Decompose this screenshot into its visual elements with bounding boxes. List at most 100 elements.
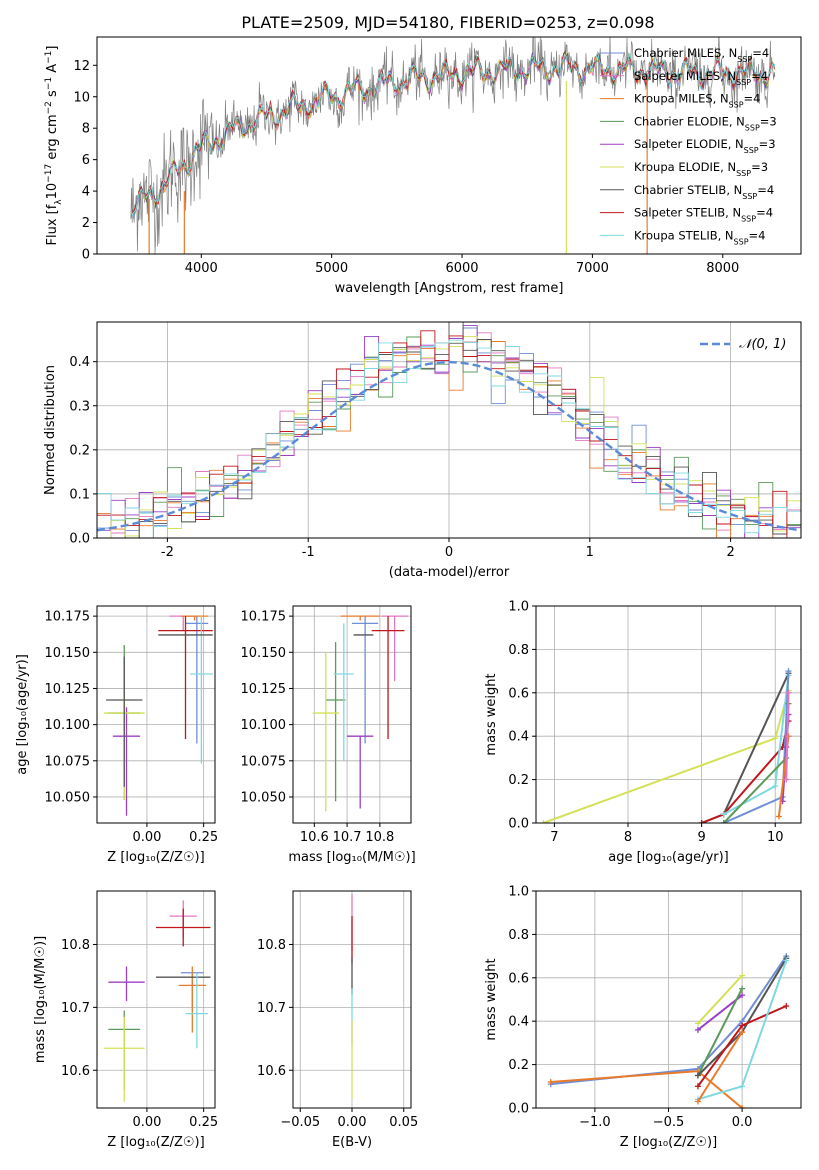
y-tick-label: 0.1 [69,487,90,502]
x-tick-label: 0.25 [189,830,218,845]
y-tick-label: 1.0 [508,600,529,615]
legend-value: =4 [751,69,768,83]
y-tick-label: 10.125 [45,682,91,697]
legend-value: =3 [759,137,776,151]
legend-sub: SSP [736,77,751,86]
y-axis-label: mass weight [484,958,499,1040]
legend-name: Chabrier STELIB, N [634,183,742,197]
y-tick-label: 8 [82,122,90,137]
y-axis-label: Normed distribution [43,365,58,495]
residual-histogram-chart: -2 -1 0 1 2 0.0 0.1 0.2 0.3 0.4 (data-model)/error… [43,321,802,580]
plot-area [293,606,411,823]
label-part: A [45,64,60,77]
y-tick-label: 0.2 [508,773,529,788]
label-part: −2 [44,101,54,114]
y-tick-label: 0.2 [69,443,90,458]
y-tick-label: 0.8 [508,643,529,658]
model-spectrum-line [130,51,776,218]
x-tick-label: 5000 [315,261,348,276]
plot-area [130,37,776,254]
x-axis-label: wavelength [Angstrom, rest frame] [335,281,564,296]
legend-value: =4 [752,46,769,60]
legend-value: =4 [756,206,773,220]
x-tick-label: -1 [302,545,315,560]
x-tick-label: 10.6 [300,830,329,845]
y-axis-label: mass weight [484,673,499,755]
plot-area [536,606,801,823]
y-tick-label: 10.175 [241,610,287,625]
y-tick-label: 10.075 [241,754,287,769]
x-tick-label: −0.5 [653,1115,685,1130]
weight-vs-metallicity-chart: −1.0 −0.5 0.0 0.0 0.2 0.4 0.6 0.8 1.0 Z [log₁₀(Z/… [484,885,802,1150]
spectrum-chart: 4000 5000 6000 7000 8000 0 2 4 6 8 10 12 wavelength … [44,36,802,296]
legend-entry: Chabrier STELIB, NSSP=4 [634,183,774,201]
y-tick-label: 0.8 [508,928,529,943]
legend-name: Kroupa ELODIE, N [634,160,736,174]
y-tick-label: 10.8 [61,938,90,953]
weight-series-line [785,692,790,780]
x-tick-label: −0.05 [280,1115,320,1130]
axes-frame [96,36,802,255]
legend-sub: SSP [744,146,759,155]
mass-vs-ebv-chart: −0.05 0.00 0.05 10.6 10.7 10.8 E(B-V) [257,890,418,1150]
y-tick-label: 0.0 [69,532,90,547]
y-tick-label: 1.0 [508,885,529,900]
axes-frame [96,605,216,824]
legend-name: Chabrier MILES, N [634,46,737,60]
plot-area [97,606,215,823]
normal-curve-line [97,360,801,532]
x-tick-label: 7 [550,830,558,845]
legend-entry: Kroupa MILES, NSSP=4 [634,92,760,110]
legend-entry: Kroupa STELIB, NSSP=4 [634,228,765,246]
legend-sub: SSP [745,123,760,132]
x-tick-label: 10.8 [365,830,394,845]
y-tick-label: 10.100 [45,718,91,733]
legend-name: Kroupa MILES, N [634,92,729,106]
residual-histogram-step [97,330,801,538]
figure-title: PLATE=2509, MJD=54180, FIBERID=0253, z=0… [241,13,654,32]
mass-vs-metallicity-chart: 0.00 0.25 10.6 10.7 10.8 Z [log₁₀(Z/Z☉)] mass … [33,890,218,1150]
legend-sub: SSP [741,214,756,223]
x-tick-label: 2 [726,545,734,560]
y-tick-label: 10.7 [61,1001,90,1016]
x-tick-label: -2 [161,545,174,560]
plot-area [97,891,215,1108]
plot-area [536,891,801,1108]
x-tick-label: 0.25 [189,1115,218,1130]
x-tick-label: 10.7 [333,830,362,845]
x-tick-label: 0 [445,545,453,560]
legend-value: =3 [760,114,777,128]
label-part: 10 [45,183,60,200]
label-part: erg cm [45,114,60,163]
age-vs-mass-chart: 10.6 10.7 10.8 10.050 10.075 10.100 10.125 10.1… [241,605,416,865]
weight-vs-age-chart: 7 8 9 10 0.0 0.2 0.4 0.6 0.8 1.0 age [log₁₀(age/yr… [484,600,802,865]
weight-series-line [543,690,790,823]
y-axis-label: age [log₁₀(age/yr)] [15,654,30,775]
legend-entry: 𝒩(0, 1) [739,337,786,352]
legend-sub: SSP [742,191,757,200]
label-part: λ [54,199,64,205]
y-tick-label: 0.0 [508,817,529,832]
y-tick-label: 10.175 [45,610,91,625]
x-tick-label: 6000 [445,261,478,276]
y-tick-label: 10.150 [45,646,91,661]
weight-series-line [697,988,743,1076]
legend-entry: Chabrier MILES, NSSP=4 [634,46,769,64]
legend-name: Kroupa STELIB, N [634,228,734,242]
y-tick-label: 0.4 [508,730,529,745]
legend-sub: SSP [734,237,749,246]
weight-series-line [697,974,743,1025]
legend-name: Salpeter ELODIE, N [634,137,744,151]
x-tick-label: 0.00 [132,830,161,845]
label-part: −1 [44,51,54,64]
legend-value: =3 [751,160,768,174]
legend-entry: Salpeter STELIB, NSSP=4 [634,206,773,224]
x-axis-label: (data-model)/error [389,565,510,580]
y-tick-label: 10.7 [257,1001,286,1016]
x-tick-label: 8000 [706,261,739,276]
legend-name: Salpeter MILES, N [634,69,736,83]
y-tick-label: 0.0 [508,1102,529,1117]
legend-name: Chabrier ELODIE, N [634,114,745,128]
y-tick-label: 0.4 [69,355,90,370]
